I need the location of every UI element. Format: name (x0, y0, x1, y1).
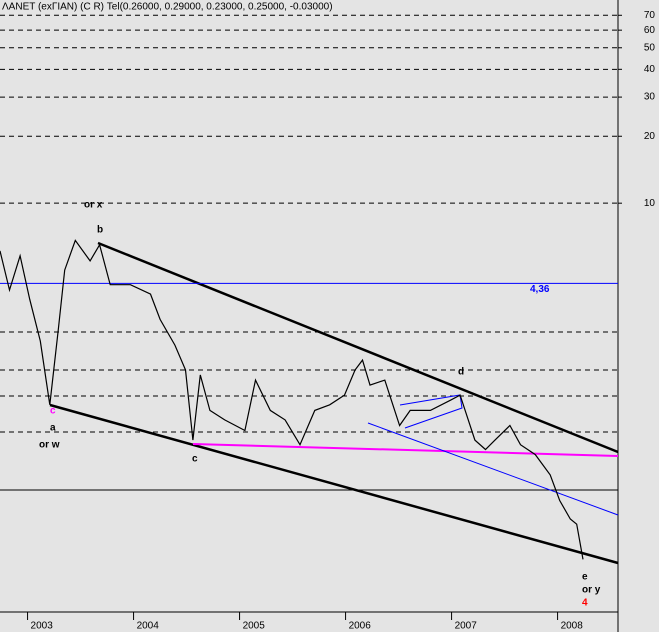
x-axis-area (0, 612, 618, 632)
channel-line (367, 422, 619, 516)
annotation: a (50, 423, 56, 434)
annotation: b (97, 225, 103, 236)
level-label: 4,36 (530, 284, 550, 295)
annotation: d (458, 367, 464, 378)
x-tick-label: 2005 (243, 621, 266, 632)
y-tick-label: 20 (644, 131, 656, 142)
annotation: or x (84, 200, 103, 211)
x-tick-label: 2004 (137, 621, 160, 632)
x-tick-label: 2006 (349, 621, 372, 632)
plot-area (0, 0, 618, 612)
price-line (0, 239, 584, 560)
y-tick-label: 40 (644, 64, 656, 75)
annotation: c (50, 406, 56, 417)
y-tick-label: 60 (644, 25, 656, 36)
annotation: or w (39, 440, 60, 451)
y-tick-label: 70 (644, 10, 656, 21)
y-axis-area (618, 0, 659, 632)
y-tick-label: 10 (644, 198, 656, 209)
extra-grid (0, 331, 618, 433)
triangle (399, 394, 463, 429)
y-tick-label: 30 (644, 92, 656, 103)
x-tick-label: 2007 (455, 621, 478, 632)
x-tick-label: 2008 (561, 621, 584, 632)
annotation: 4 (582, 598, 588, 609)
trend-line (97, 241, 619, 454)
x-tick-label: 2003 (31, 621, 54, 632)
chart-title: ΛΑΝΕΤ (exΓΙΑΝ) (C R) Tel(0.26000, 0.2900… (2, 2, 333, 13)
trend-line (49, 403, 619, 565)
annotation: e (582, 572, 588, 583)
trend-line (192, 443, 619, 457)
annotation: or y (582, 585, 601, 596)
annotation: c (192, 454, 198, 465)
y-tick-label: 50 (644, 42, 656, 53)
